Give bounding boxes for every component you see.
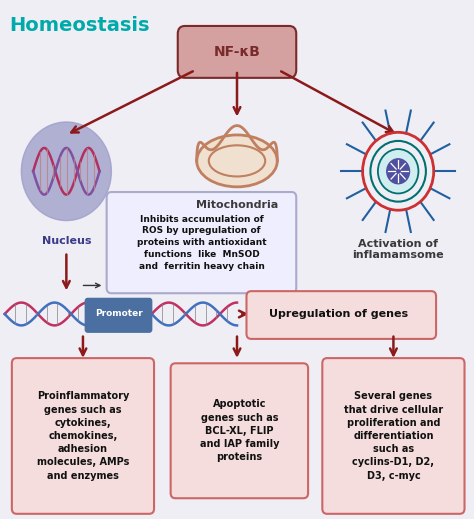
FancyBboxPatch shape <box>85 298 152 332</box>
FancyBboxPatch shape <box>178 26 296 78</box>
Text: Promoter: Promoter <box>95 309 142 319</box>
Circle shape <box>387 159 410 184</box>
Text: Proinflammatory
genes such as
cytokines,
chemokines,
adhesion
molecules, AMPs
an: Proinflammatory genes such as cytokines,… <box>37 391 129 481</box>
Ellipse shape <box>209 145 265 176</box>
Text: Activation of
inflamamsome: Activation of inflamamsome <box>352 239 444 261</box>
Text: NF-κB: NF-κB <box>214 45 260 59</box>
Text: Upregulation of genes: Upregulation of genes <box>269 309 409 319</box>
FancyBboxPatch shape <box>322 358 465 514</box>
Ellipse shape <box>197 135 277 187</box>
Circle shape <box>378 149 419 194</box>
Text: Inhibits accumulation of
ROS by upregulation of
proteins with antioxidant
functi: Inhibits accumulation of ROS by upregula… <box>137 214 266 271</box>
Circle shape <box>21 122 111 221</box>
Text: Nucleus: Nucleus <box>42 236 91 246</box>
FancyBboxPatch shape <box>12 358 154 514</box>
Text: Apoptotic
genes such as
BCL-XL, FLIP
and IAP family
proteins: Apoptotic genes such as BCL-XL, FLIP and… <box>200 399 279 462</box>
Text: Several genes
that drive cellular
proliferation and
differentiation
such as
cycl: Several genes that drive cellular prolif… <box>344 391 443 481</box>
Text: Mitochondria: Mitochondria <box>196 200 278 210</box>
FancyBboxPatch shape <box>107 192 296 293</box>
FancyBboxPatch shape <box>171 363 308 498</box>
Text: Homeostasis: Homeostasis <box>9 16 150 35</box>
FancyBboxPatch shape <box>246 291 436 339</box>
